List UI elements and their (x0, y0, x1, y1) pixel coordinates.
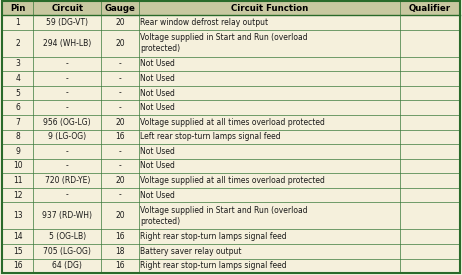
Text: 12: 12 (13, 191, 23, 200)
Text: -: - (118, 103, 121, 112)
Bar (2, 173, 460, 188)
Text: Voltage supplied at all times overload protected: Voltage supplied at all times overload p… (140, 118, 325, 127)
Bar (2, 144, 460, 159)
Text: 20: 20 (115, 176, 125, 185)
Text: Not Used: Not Used (140, 161, 176, 170)
Text: Pin: Pin (10, 4, 25, 13)
Text: Voltage supplied in Start and Run (overload
protected): Voltage supplied in Start and Run (overl… (140, 206, 308, 226)
Text: 16: 16 (115, 232, 125, 241)
Bar (2, 115, 460, 130)
Text: Not Used: Not Used (140, 191, 176, 200)
Text: Qualifier: Qualifier (409, 4, 451, 13)
Text: Voltage supplied in Start and Run (overload
protected): Voltage supplied in Start and Run (overl… (140, 33, 308, 53)
Text: 59 (DG-VT): 59 (DG-VT) (46, 18, 88, 27)
Text: 937 (RD-WH): 937 (RD-WH) (42, 211, 92, 220)
Text: 720 (RD-YE): 720 (RD-YE) (44, 176, 90, 185)
Text: -: - (66, 147, 69, 156)
Bar (2, 15, 460, 30)
Text: 9 (LG-OG): 9 (LG-OG) (48, 132, 86, 141)
Bar (2, 1, 460, 15)
Text: 18: 18 (115, 247, 125, 256)
Text: 20: 20 (115, 39, 125, 48)
Text: 5: 5 (15, 89, 20, 98)
Bar (2, 258, 460, 273)
Text: 20: 20 (115, 18, 125, 27)
Bar (2, 30, 460, 57)
Text: 20: 20 (115, 118, 125, 127)
Text: 4: 4 (15, 74, 20, 83)
Text: 16: 16 (115, 261, 125, 270)
Text: -: - (66, 191, 69, 200)
Text: Not Used: Not Used (140, 89, 176, 98)
Text: 15: 15 (13, 247, 23, 256)
Text: Battery saver relay output: Battery saver relay output (140, 247, 242, 256)
Bar (2, 188, 460, 202)
Text: 10: 10 (13, 161, 23, 170)
Text: Circuit: Circuit (51, 4, 83, 13)
Bar (2, 229, 460, 244)
Text: -: - (66, 89, 69, 98)
Text: 3: 3 (15, 59, 20, 68)
Text: 956 (OG-LG): 956 (OG-LG) (43, 118, 91, 127)
Text: 6: 6 (15, 103, 20, 112)
Text: -: - (118, 74, 121, 83)
Text: Not Used: Not Used (140, 74, 176, 83)
Text: 5 (OG-LB): 5 (OG-LB) (49, 232, 86, 241)
Text: -: - (66, 161, 69, 170)
Text: -: - (118, 89, 121, 98)
Bar (2, 100, 460, 115)
Text: Left rear stop-turn lamps signal feed: Left rear stop-turn lamps signal feed (140, 132, 281, 141)
Text: Rear window defrost relay output: Rear window defrost relay output (140, 18, 268, 27)
Text: Voltage supplied at all times overload protected: Voltage supplied at all times overload p… (140, 176, 325, 185)
Text: -: - (118, 147, 121, 156)
Text: Not Used: Not Used (140, 147, 176, 156)
Text: 7: 7 (15, 118, 20, 127)
Text: Not Used: Not Used (140, 59, 176, 68)
Text: 8: 8 (16, 132, 20, 141)
Bar (2, 57, 460, 71)
Bar (2, 202, 460, 229)
Text: 14: 14 (13, 232, 23, 241)
Text: 16: 16 (115, 132, 125, 141)
Bar (2, 86, 460, 100)
Bar (2, 159, 460, 173)
Text: -: - (118, 191, 121, 200)
Text: 294 (WH-LB): 294 (WH-LB) (43, 39, 91, 48)
Text: -: - (118, 161, 121, 170)
Text: Not Used: Not Used (140, 103, 176, 112)
Bar (2, 71, 460, 86)
Text: Circuit Function: Circuit Function (231, 4, 308, 13)
Text: -: - (66, 74, 69, 83)
Text: Gauge: Gauge (104, 4, 135, 13)
Text: -: - (118, 59, 121, 68)
Text: 2: 2 (16, 39, 20, 48)
Text: Right rear stop-turn lamps signal feed: Right rear stop-turn lamps signal feed (140, 232, 287, 241)
Bar (2, 244, 460, 258)
Text: 20: 20 (115, 211, 125, 220)
Text: 9: 9 (15, 147, 20, 156)
Text: 64 (DG): 64 (DG) (52, 261, 82, 270)
Text: 11: 11 (13, 176, 23, 185)
Text: 705 (LG-OG): 705 (LG-OG) (43, 247, 91, 256)
Text: 16: 16 (13, 261, 23, 270)
Text: -: - (66, 103, 69, 112)
Text: 13: 13 (13, 211, 23, 220)
Text: Right rear stop-turn lamps signal feed: Right rear stop-turn lamps signal feed (140, 261, 287, 270)
Bar (2, 130, 460, 144)
Text: -: - (66, 59, 69, 68)
Text: 1: 1 (16, 18, 20, 27)
